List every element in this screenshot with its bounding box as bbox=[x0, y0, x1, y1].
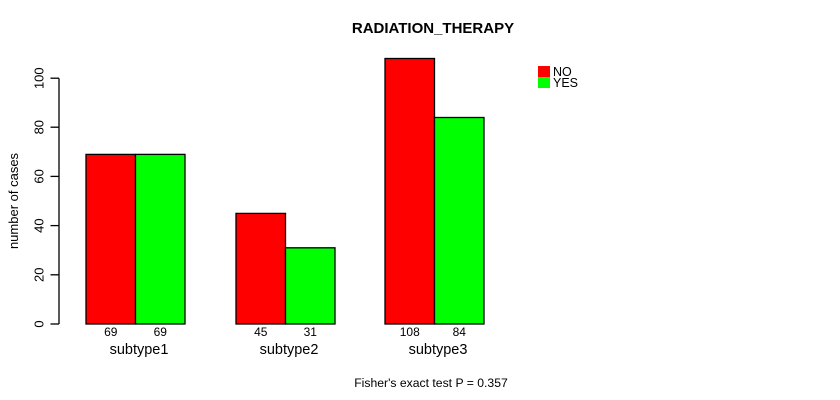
svg-text:80: 80 bbox=[32, 120, 47, 134]
svg-text:69: 69 bbox=[154, 325, 168, 339]
svg-text:20: 20 bbox=[32, 268, 47, 282]
svg-text:60: 60 bbox=[32, 169, 47, 183]
svg-text:subtype2: subtype2 bbox=[260, 342, 319, 358]
svg-text:subtype1: subtype1 bbox=[110, 342, 169, 358]
svg-text:84: 84 bbox=[453, 325, 467, 339]
svg-text:RADIATION_THERAPY: RADIATION_THERAPY bbox=[352, 20, 514, 37]
svg-text:Fisher's exact test P = 0.357: Fisher's exact test P = 0.357 bbox=[354, 376, 508, 390]
svg-text:YES: YES bbox=[553, 76, 578, 90]
svg-text:100: 100 bbox=[32, 67, 47, 89]
svg-text:69: 69 bbox=[104, 325, 118, 339]
svg-text:40: 40 bbox=[32, 218, 47, 232]
svg-text:45: 45 bbox=[254, 325, 268, 339]
svg-text:0: 0 bbox=[32, 320, 47, 327]
svg-text:number of cases: number of cases bbox=[6, 152, 21, 249]
svg-text:108: 108 bbox=[400, 325, 420, 339]
svg-text:31: 31 bbox=[304, 325, 318, 339]
svg-text:subtype3: subtype3 bbox=[409, 342, 468, 358]
